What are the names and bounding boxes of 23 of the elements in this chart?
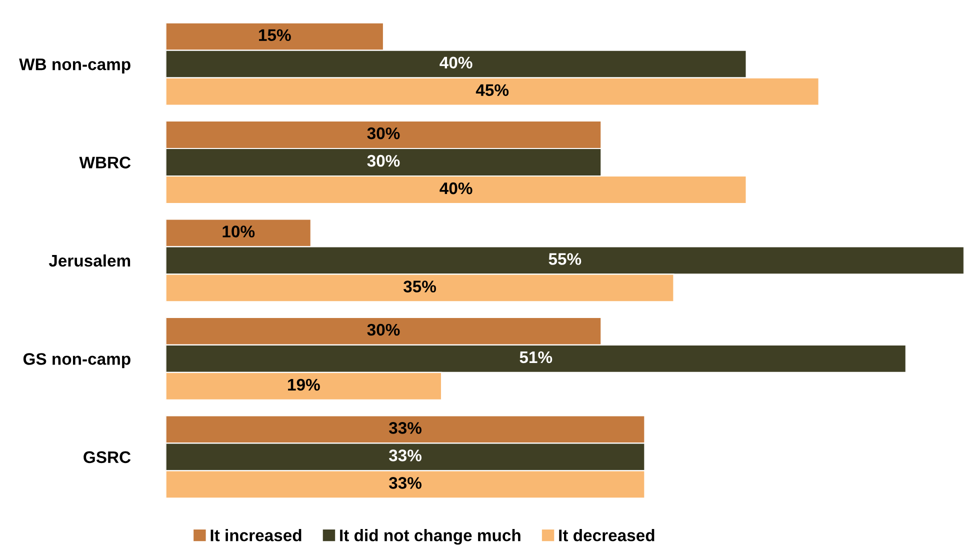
legend-label: It did not change much bbox=[340, 529, 520, 545]
y-tick-label: GSRC bbox=[84, 451, 131, 464]
data-label: 30% bbox=[367, 324, 400, 336]
data-label: 19% bbox=[288, 378, 320, 391]
data-label: 40% bbox=[440, 56, 472, 69]
data-label: 33% bbox=[388, 450, 422, 462]
data-label: 35% bbox=[403, 280, 436, 292]
y-tick-label: Jerusalem bbox=[48, 254, 130, 267]
data-label: 45% bbox=[476, 84, 509, 96]
data-label: 30% bbox=[367, 127, 400, 140]
y-tick-label: WBRC bbox=[79, 156, 131, 168]
legend-label: It increased bbox=[210, 529, 302, 542]
data-label: 30% bbox=[367, 154, 400, 167]
legend-label: It decreased bbox=[559, 529, 654, 542]
y-tick-label: GS non-camp bbox=[23, 353, 130, 368]
data-label: 55% bbox=[548, 253, 582, 265]
y-tick-label: WB non-camp bbox=[19, 58, 130, 74]
data-label: 40% bbox=[440, 182, 472, 194]
data-label: 33% bbox=[388, 477, 422, 489]
data-label: 51% bbox=[520, 351, 552, 364]
data-label: 33% bbox=[388, 422, 422, 434]
data-label: 15% bbox=[259, 29, 291, 42]
data-label: 10% bbox=[222, 226, 255, 238]
